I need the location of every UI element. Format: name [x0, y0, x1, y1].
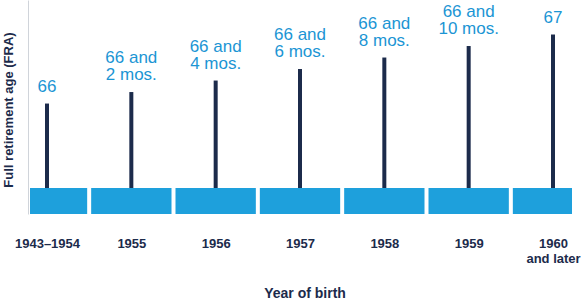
x-tick: 1956 [202, 236, 231, 251]
x-tick-label-line: and later [526, 251, 580, 266]
data-label: 66 and6 mos. [274, 25, 326, 61]
x-tick-label: 1957 [286, 236, 315, 251]
x-axis: 1943–1954 1955 1956 1957 1958 1959 1960and lat… [15, 236, 581, 266]
x-tick: 1958 [370, 236, 399, 251]
data-label-line: 10 mos. [438, 19, 498, 38]
data-label: 66 and4 mos. [190, 37, 242, 73]
data-label-line: 6 mos. [274, 42, 325, 61]
x-tick-label-line: 1959 [455, 236, 484, 251]
data-label: 66 and8 mos. [358, 14, 410, 50]
x-tick: 1959 [455, 236, 484, 251]
y-axis [28, 1, 29, 215]
x-tick: 1943–1954 [15, 236, 81, 251]
x-tick-label-line: 1957 [286, 236, 315, 251]
x-tick-label: 1943–1954 [15, 236, 81, 251]
data-label-line: 8 mos. [359, 31, 410, 50]
marks [45, 35, 555, 214]
x-tick: 1957 [286, 236, 315, 251]
y-axis-title: Full retirement age (FRA) [1, 32, 16, 187]
chart: 66 66 and2 mos. 66 and4 mos. 66 and6 mos. 66… [0, 0, 584, 305]
x-axis-title: Year of birth [264, 285, 346, 301]
data-label-line: 66 [38, 77, 57, 96]
band-segment [513, 188, 572, 214]
x-tick: 1960and later [526, 236, 580, 266]
data-labels: 66 66 and2 mos. 66 and4 mos. 66 and6 mos. 66… [38, 2, 563, 96]
band-segment [176, 188, 256, 214]
x-tick-label-line: 1958 [370, 236, 399, 251]
x-tick-label-line: 1943–1954 [15, 236, 81, 251]
data-label: 66 and2 mos. [105, 48, 157, 84]
x-tick: 1955 [117, 236, 146, 251]
x-tick-label: 1955 [117, 236, 146, 251]
x-tick-label-line: 1956 [202, 236, 231, 251]
data-label-line: 2 mos. [106, 65, 157, 84]
data-label-line: 67 [544, 8, 563, 27]
x-tick-label: 1956 [202, 236, 231, 251]
band-segment [429, 188, 509, 214]
band-segment [30, 188, 87, 214]
bar [551, 35, 555, 214]
data-label: 66 and10 mos. [438, 2, 498, 38]
x-tick-label-line: 1960 [539, 236, 568, 251]
y-axis-line [28, 1, 29, 215]
x-tick-label: 1959 [455, 236, 484, 251]
band-segment [91, 188, 171, 214]
x-tick-label: 1960and later [526, 236, 580, 266]
data-label: 67 [544, 8, 563, 27]
data-label-line: 4 mos. [190, 54, 241, 73]
band-segment [344, 188, 424, 214]
x-tick-label-line: 1955 [117, 236, 146, 251]
x-tick-label: 1958 [370, 236, 399, 251]
band-segment [260, 188, 340, 214]
data-label: 66 [38, 77, 57, 96]
band [30, 188, 572, 214]
